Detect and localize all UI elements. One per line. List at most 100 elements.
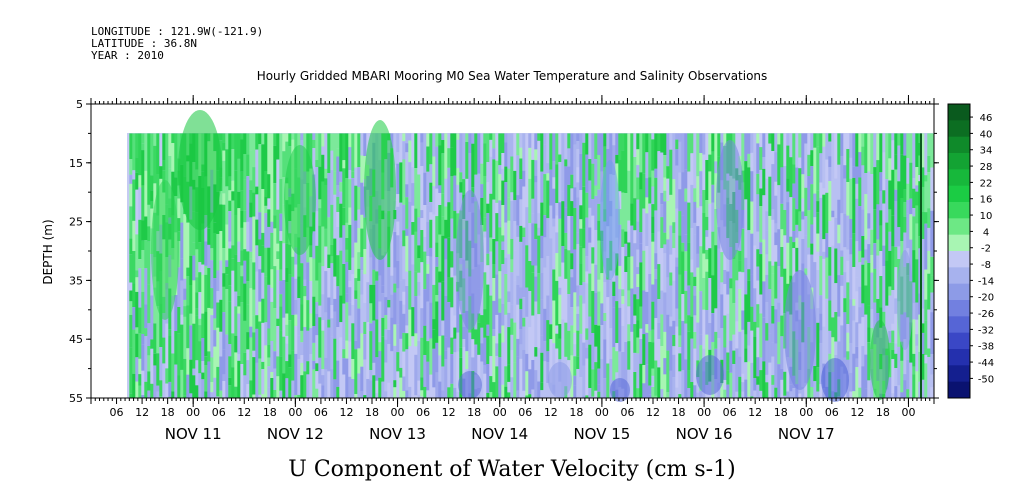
heatmap-cell	[513, 170, 517, 201]
heatmap-cell	[855, 166, 859, 184]
heatmap-cell	[294, 395, 298, 398]
heatmap-cell	[852, 391, 856, 398]
heatmap-cell	[426, 205, 430, 222]
heatmap-cell	[918, 248, 922, 294]
heatmap-cell	[915, 205, 919, 224]
heatmap-cell	[762, 239, 766, 282]
heatmap-cell	[666, 166, 670, 179]
heatmap-cell	[858, 323, 862, 353]
heatmap-cell	[279, 178, 283, 214]
heatmap-cell	[918, 314, 922, 352]
heatmap-cell	[846, 332, 850, 352]
heatmap-cell	[906, 389, 910, 398]
heatmap-cell	[714, 245, 718, 275]
heatmap-cell	[480, 282, 484, 316]
heatmap-cell	[729, 340, 733, 373]
heatmap-cell	[564, 133, 568, 160]
heatmap-cell	[891, 215, 895, 247]
heatmap-cell	[144, 304, 148, 329]
heatmap-cell	[534, 182, 538, 224]
heatmap-cell	[321, 330, 325, 370]
heatmap-cell	[459, 133, 463, 173]
heatmap-cell	[255, 315, 259, 329]
heatmap-cell	[912, 319, 916, 354]
heatmap-cell	[513, 362, 517, 398]
heatmap-cell	[459, 347, 463, 358]
heatmap-cell	[852, 166, 856, 178]
heatmap-cell	[258, 301, 262, 314]
heatmap-cell	[762, 157, 766, 169]
heatmap-cell	[738, 251, 742, 261]
heatmap-cell	[819, 384, 823, 398]
heatmap-cell	[330, 336, 334, 370]
heatmap-cell	[639, 189, 643, 233]
heatmap-cell	[132, 283, 136, 308]
heatmap-cell	[639, 363, 643, 398]
heatmap-cell	[672, 133, 676, 164]
heatmap-cell	[414, 354, 418, 396]
heatmap-cell	[414, 231, 418, 272]
heatmap-cell	[213, 222, 217, 233]
heatmap-blobs	[151, 110, 922, 402]
heatmap-cell	[603, 146, 607, 168]
heatmap-cell	[177, 218, 181, 232]
heatmap-cell	[600, 325, 604, 349]
heatmap-cell	[333, 171, 337, 195]
heatmap-cell	[360, 214, 364, 229]
heatmap-cell	[906, 183, 910, 201]
heatmap-cell	[603, 339, 607, 378]
heatmap-cell	[429, 374, 433, 398]
heatmap-cell	[588, 133, 592, 159]
heatmap-cell	[162, 337, 166, 364]
heatmap-cell	[573, 207, 577, 250]
heatmap-cell	[156, 385, 160, 392]
heatmap-cell	[492, 336, 496, 352]
heatmap-cell	[504, 366, 508, 387]
heatmap-cell	[762, 133, 766, 158]
heatmap-cell	[336, 386, 340, 398]
heatmap-cell	[468, 133, 472, 154]
heatmap-cell	[702, 278, 706, 310]
heatmap-cell	[444, 219, 448, 239]
heatmap-cell	[777, 266, 781, 303]
heatmap-cell	[276, 209, 280, 244]
heatmap-cell	[600, 303, 604, 326]
heatmap-cell	[819, 295, 823, 314]
heatmap-cell	[255, 186, 259, 195]
heatmap-cell	[753, 390, 757, 398]
heatmap-cell	[351, 178, 355, 219]
heatmap-cell	[321, 226, 325, 267]
heatmap-cell	[501, 133, 505, 153]
heatmap-cell	[300, 304, 304, 331]
heatmap-cell	[576, 133, 580, 142]
heatmap-cell	[528, 261, 532, 291]
heatmap-cell	[282, 151, 286, 178]
heatmap-cell	[534, 239, 538, 266]
heatmap-cell	[300, 263, 304, 305]
heatmap-cell	[432, 195, 436, 215]
heatmap-cell	[819, 256, 823, 296]
heatmap-cell	[231, 270, 235, 288]
heatmap-cell	[672, 164, 676, 180]
heatmap-cell	[885, 179, 889, 223]
heatmap-cell	[654, 278, 658, 319]
heatmap-cell	[402, 246, 406, 280]
heatmap-cell	[816, 322, 820, 368]
heatmap-cell	[582, 142, 586, 187]
heatmap-cell	[657, 231, 661, 265]
heatmap-cell	[450, 383, 454, 398]
heatmap-cell	[693, 295, 697, 316]
heatmap-cell	[393, 324, 397, 346]
heatmap-cell	[774, 387, 778, 398]
heatmap-cell	[855, 347, 859, 359]
heatmap-cell	[375, 357, 379, 381]
heatmap-cell	[708, 248, 712, 278]
heatmap-cell	[669, 149, 673, 195]
heatmap-cell	[303, 286, 307, 297]
heatmap-cell	[264, 345, 268, 363]
heatmap-cell	[840, 133, 844, 157]
heatmap-cell	[321, 181, 325, 227]
heatmap-cell	[435, 188, 439, 217]
heatmap-cell	[252, 394, 256, 398]
heatmap-cell	[384, 329, 388, 340]
